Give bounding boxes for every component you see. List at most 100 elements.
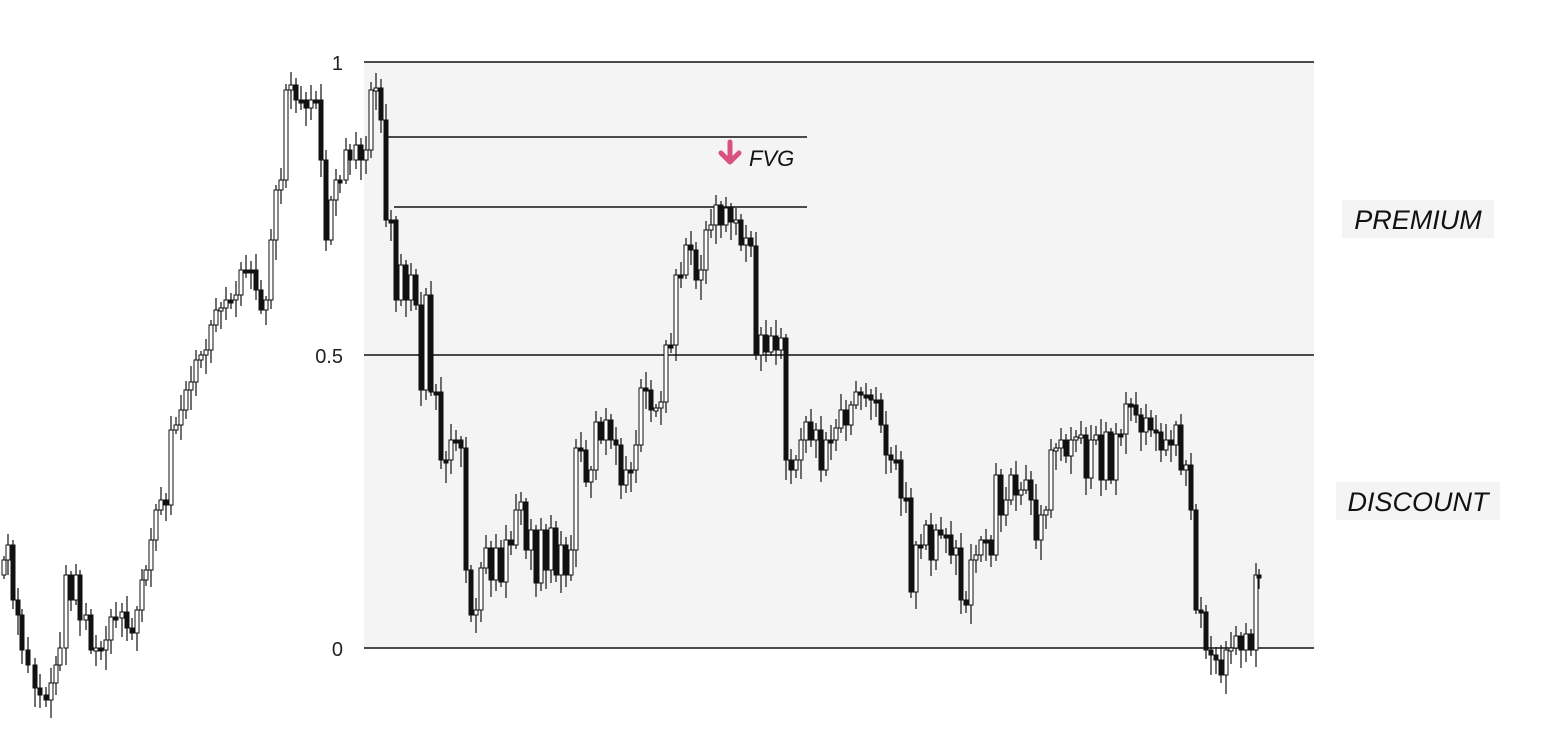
candle	[139, 569, 145, 622]
candle	[943, 528, 949, 553]
candle	[1148, 410, 1154, 437]
candle-body	[1178, 424, 1184, 471]
candle-body	[188, 381, 194, 391]
candle-body	[798, 439, 804, 461]
candle	[833, 419, 839, 451]
candle-body	[378, 87, 384, 121]
candle-body	[493, 547, 499, 581]
candle-body	[588, 469, 594, 483]
candle	[983, 529, 989, 561]
candle-body	[453, 439, 459, 444]
candle	[958, 533, 964, 614]
candle-body	[828, 439, 834, 444]
candle	[188, 366, 194, 410]
candle	[1023, 465, 1029, 494]
candle-body	[1068, 439, 1074, 457]
candle	[813, 423, 819, 458]
candle-body	[673, 274, 679, 346]
candle-body	[193, 359, 199, 383]
candle-body	[623, 469, 629, 486]
candle	[124, 596, 130, 641]
candle	[518, 492, 524, 525]
candle	[218, 302, 224, 329]
candle	[458, 436, 464, 467]
candle-body	[129, 627, 135, 634]
candle-body	[913, 544, 919, 593]
candle-body	[718, 204, 724, 226]
candle	[119, 603, 125, 637]
candle-body	[158, 499, 164, 511]
candle	[303, 92, 309, 126]
candle	[723, 197, 729, 232]
candle-body	[208, 324, 214, 351]
candle	[88, 609, 94, 654]
candle-body	[428, 294, 434, 393]
candle-body	[608, 419, 614, 441]
candle	[428, 281, 434, 396]
candle	[668, 333, 674, 353]
candle	[953, 540, 959, 575]
candle-body	[1108, 431, 1114, 481]
candle	[1213, 647, 1219, 674]
candle	[1068, 427, 1074, 474]
candle-body	[993, 474, 999, 556]
candle-body	[1133, 404, 1139, 416]
candle	[1158, 423, 1164, 462]
candle	[568, 535, 574, 581]
candle-body	[813, 429, 819, 441]
candle	[488, 541, 494, 597]
premium-label: PREMIUM	[1354, 205, 1482, 235]
candle-body	[643, 387, 649, 392]
candle-body	[788, 459, 794, 471]
candle-body	[833, 427, 839, 441]
candle-body	[347, 149, 353, 161]
candle-body	[503, 539, 509, 583]
candle-body	[233, 294, 239, 301]
candle	[328, 196, 334, 245]
candle	[223, 287, 229, 320]
candle	[1093, 426, 1099, 445]
candle	[708, 209, 714, 238]
candle-body	[183, 389, 189, 411]
candle	[268, 229, 274, 309]
candle-body	[288, 84, 294, 91]
candle	[103, 626, 109, 670]
candle-body	[363, 149, 369, 161]
candle	[798, 428, 804, 479]
candle-body	[923, 524, 929, 546]
candle	[928, 513, 934, 576]
candle	[353, 132, 359, 169]
candle	[443, 451, 449, 483]
candle	[233, 281, 239, 317]
candle	[768, 327, 774, 356]
candle-body	[1256, 574, 1262, 579]
candle-body	[658, 401, 664, 409]
candle-body	[868, 394, 874, 401]
candle	[1256, 569, 1262, 589]
candle-body	[728, 207, 734, 223]
candle-body	[203, 349, 209, 356]
candle-body	[1143, 417, 1149, 433]
candle	[1248, 629, 1254, 656]
candle	[288, 72, 294, 109]
candle	[933, 524, 939, 570]
candle	[603, 408, 609, 455]
candle	[673, 269, 679, 361]
candle	[778, 328, 784, 359]
candle	[393, 216, 399, 312]
candle	[1073, 430, 1079, 452]
candle-body	[823, 439, 829, 471]
candle-body	[413, 274, 419, 306]
candle-body	[943, 534, 949, 539]
candle-body	[663, 344, 669, 403]
candle-body	[1253, 574, 1259, 651]
candle-body	[303, 99, 309, 109]
candle	[613, 427, 619, 465]
candle-body	[228, 299, 234, 304]
candle	[598, 417, 604, 444]
candle	[623, 456, 629, 493]
candle	[988, 535, 994, 567]
candle	[733, 208, 739, 235]
candle	[1188, 453, 1194, 520]
